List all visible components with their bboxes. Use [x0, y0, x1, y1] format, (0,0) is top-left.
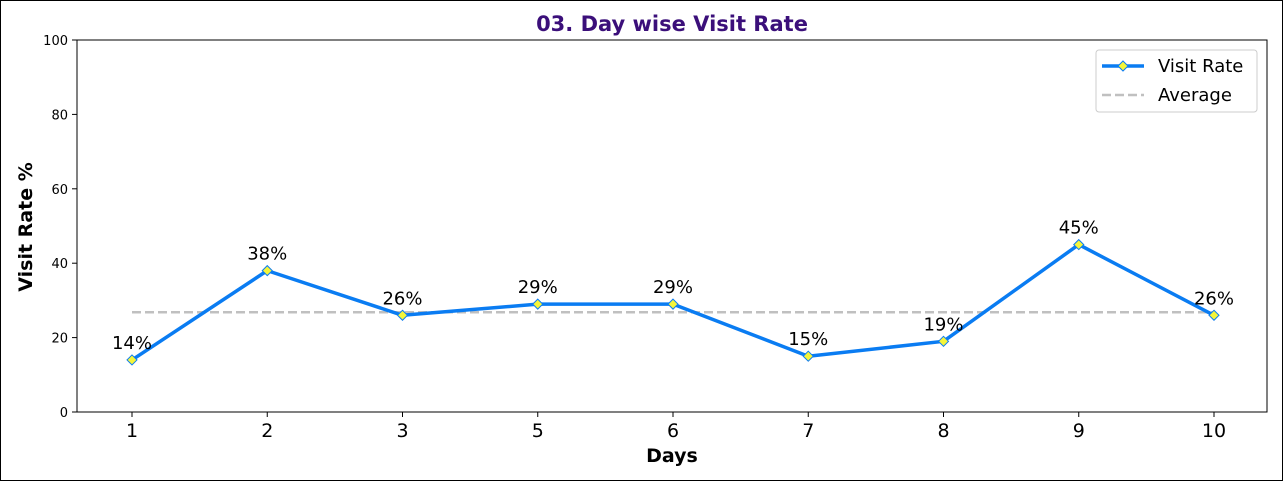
visit-rate-marker: [937, 335, 950, 348]
visit-rate-marker: [802, 350, 814, 362]
data-label: 14%: [112, 333, 152, 354]
chart-title: 03. Day wise Visit Rate: [536, 12, 808, 36]
data-label: 26%: [1194, 288, 1234, 309]
legend-marker-visit-rate: [1117, 60, 1129, 72]
y-tick-label: 0: [60, 406, 68, 421]
y-tick-label: 20: [51, 332, 68, 347]
x-tick-label: 2: [261, 420, 273, 442]
y-tick-label: 40: [51, 257, 68, 272]
series-layer: [126, 238, 1220, 366]
x-tick-label: 7: [802, 420, 814, 442]
legend-label-average: Average: [1158, 85, 1232, 106]
x-tick-label: 10: [1202, 420, 1226, 442]
data-label: 26%: [382, 288, 422, 309]
visit-rate-marker: [261, 264, 273, 277]
legend-label-visit-rate: Visit Rate: [1158, 56, 1243, 77]
data-label: 45%: [1059, 218, 1099, 239]
y-axis: 0 20 40 60 80 100: [43, 34, 77, 421]
x-axis-label: Days: [646, 445, 698, 467]
x-tick-label: 9: [1073, 420, 1085, 442]
visit-rate-marker: [396, 309, 409, 321]
plot-area: [76, 39, 1268, 413]
visit-rate-marker: [1073, 238, 1085, 251]
visit-rate-marker: [532, 298, 544, 310]
data-labels: 14% 38% 26% 29% 29% 15% 19% 45% 26%: [112, 218, 1234, 354]
y-tick-label: 100: [43, 34, 68, 49]
x-tick-label: 5: [532, 420, 544, 442]
x-tick-label: 6: [667, 420, 679, 442]
x-tick-label: 3: [396, 420, 408, 442]
x-tick-label: 8: [937, 420, 949, 442]
y-tick-label: 80: [51, 108, 68, 123]
visit-rate-marker: [1208, 309, 1220, 321]
y-tick-label: 60: [51, 183, 68, 198]
data-label: 29%: [653, 277, 693, 298]
y-axis-label: Visit Rate %: [15, 162, 37, 291]
legend: Visit Rate Average: [1095, 49, 1258, 113]
visit-rate-marker: [667, 298, 679, 310]
visit-rate-marker: [126, 354, 138, 366]
data-label: 29%: [518, 277, 558, 298]
x-tick-label: 1: [126, 420, 138, 442]
data-label: 15%: [788, 329, 828, 350]
x-axis: 1 2 3 5 6 7 8 9 10: [126, 412, 1226, 442]
data-label: 38%: [247, 244, 287, 265]
data-label: 19%: [923, 314, 963, 335]
